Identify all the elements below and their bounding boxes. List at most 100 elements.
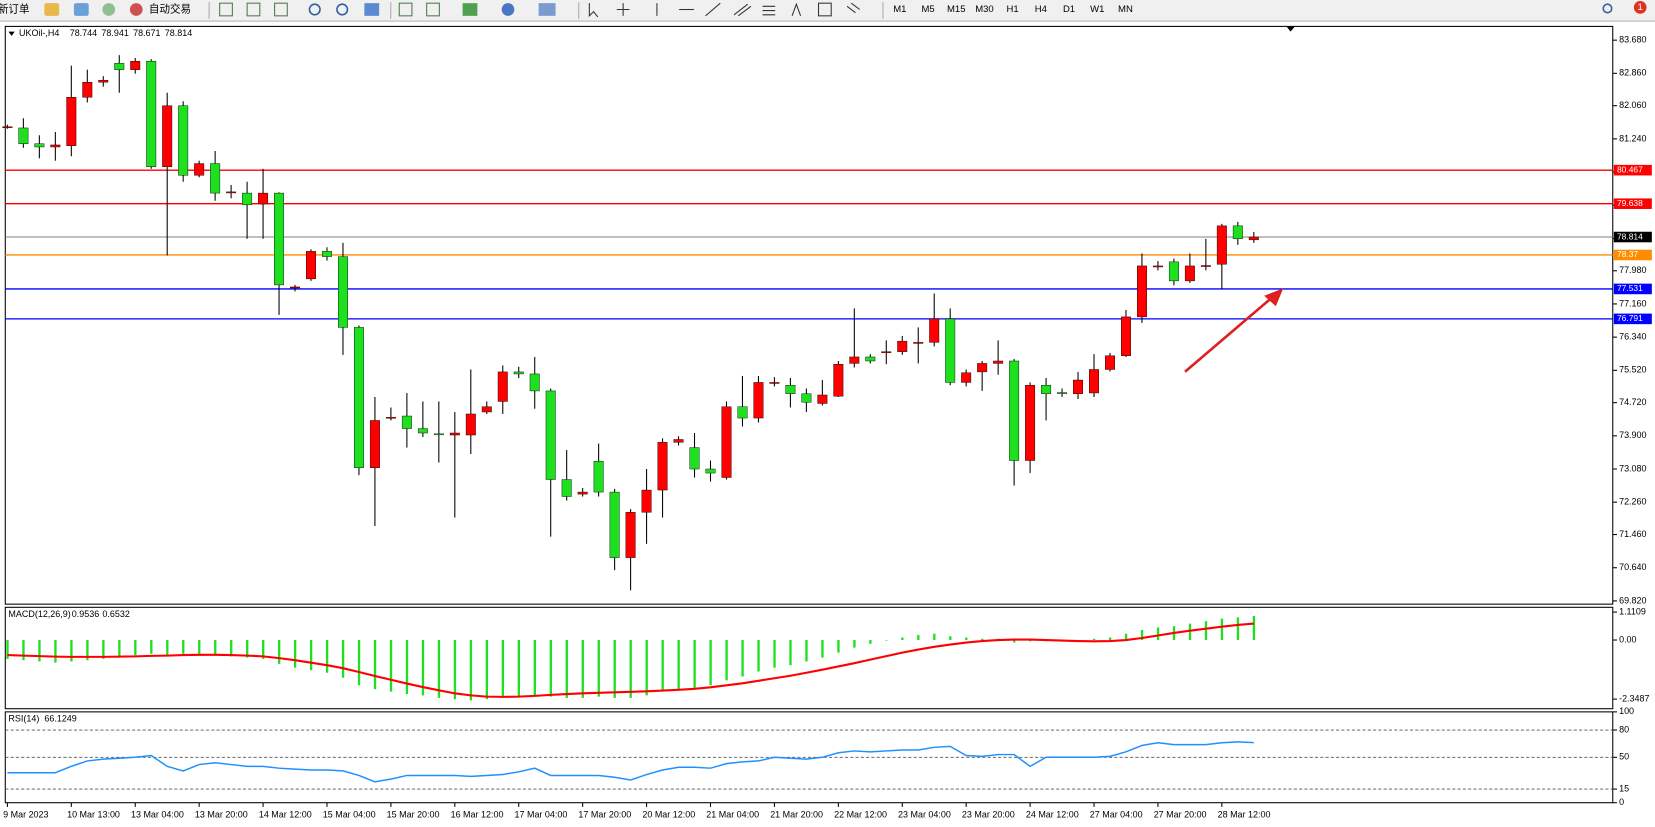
auto-trade-button[interactable]: 自动交易 bbox=[149, 2, 191, 15]
icon[interactable] bbox=[398, 2, 413, 17]
candle-body bbox=[401, 415, 412, 429]
macd-bar bbox=[597, 640, 600, 697]
macd-bar bbox=[917, 634, 920, 641]
macd-bar bbox=[437, 640, 441, 698]
macd-bar bbox=[86, 640, 89, 661]
candle-body bbox=[146, 60, 157, 168]
candle-body bbox=[1200, 265, 1211, 267]
notification-count[interactable]: 1 bbox=[1638, 2, 1643, 13]
candle-body bbox=[1232, 225, 1243, 240]
timeframe-button[interactable]: W1 bbox=[1090, 4, 1104, 15]
candle-body bbox=[417, 428, 428, 434]
fibo-icon[interactable] bbox=[762, 5, 776, 16]
macd-bar bbox=[246, 640, 249, 658]
timeframe-button[interactable]: M1 bbox=[893, 4, 906, 15]
timeframe-button[interactable]: M15 bbox=[947, 4, 965, 15]
candle-body bbox=[737, 406, 748, 419]
timeframe-button[interactable]: M5 bbox=[921, 4, 934, 15]
new-order-button[interactable]: 新订单 bbox=[0, 2, 30, 15]
icon[interactable] bbox=[501, 3, 515, 16]
macd-bar bbox=[1188, 623, 1192, 641]
candle-body bbox=[242, 192, 253, 206]
annotation-arrowhead bbox=[1264, 288, 1284, 307]
candle-body bbox=[497, 371, 508, 402]
macd-bar bbox=[693, 640, 696, 688]
crosshair-icon[interactable] bbox=[616, 3, 630, 16]
ohlc-label: 78.814 bbox=[165, 28, 192, 38]
timeframe-button[interactable]: H1 bbox=[1007, 4, 1019, 15]
macd-bar bbox=[613, 640, 616, 698]
icon[interactable] bbox=[102, 3, 116, 16]
x-tick-label: 9 Mar 2023 bbox=[3, 810, 48, 820]
icon[interactable] bbox=[274, 2, 288, 17]
label-icon[interactable] bbox=[817, 2, 832, 17]
macd-bar bbox=[773, 640, 776, 668]
candle-body bbox=[226, 191, 237, 194]
candle-body bbox=[258, 192, 269, 205]
icon[interactable] bbox=[44, 3, 60, 16]
x-tick-label: 14 Mar 12:00 bbox=[259, 810, 312, 820]
icon[interactable] bbox=[219, 2, 233, 17]
icon[interactable] bbox=[73, 3, 89, 16]
macd-bar bbox=[1156, 627, 1160, 641]
arrows-icon[interactable] bbox=[846, 2, 861, 14]
macd-bar bbox=[821, 640, 824, 658]
icon[interactable] bbox=[364, 3, 380, 16]
candle-body bbox=[833, 364, 844, 397]
macd-bar bbox=[885, 640, 888, 641]
notification-badge[interactable] bbox=[1633, 1, 1647, 14]
candle-body bbox=[18, 127, 29, 144]
x-tick-label: 28 Mar 12:00 bbox=[1218, 810, 1271, 820]
timeframe-button[interactable]: M30 bbox=[975, 4, 993, 15]
macd-bar bbox=[981, 638, 984, 641]
x-tick-label: 15 Mar 20:00 bbox=[387, 810, 440, 820]
timeframe-button[interactable]: MN bbox=[1118, 4, 1133, 15]
x-tick-label: 15 Mar 04:00 bbox=[323, 810, 376, 820]
candle-body bbox=[274, 192, 285, 286]
cursor-icon[interactable] bbox=[588, 3, 599, 18]
trendline-icon[interactable] bbox=[705, 2, 721, 17]
search-icon[interactable] bbox=[1602, 3, 1613, 14]
macd-bar bbox=[725, 640, 728, 681]
macd-bar bbox=[709, 640, 712, 686]
macd-bar bbox=[549, 640, 552, 697]
candle-body bbox=[801, 393, 812, 403]
candle-body bbox=[625, 512, 636, 558]
timeframe-button[interactable]: D1 bbox=[1063, 4, 1075, 15]
auto-trade-icon[interactable] bbox=[129, 3, 143, 16]
y-tick-label: 83.680 bbox=[1619, 35, 1646, 45]
y-tick-label: 73.900 bbox=[1619, 430, 1646, 440]
zoom-out-icon[interactable] bbox=[336, 3, 349, 16]
y-tick-label: 0 bbox=[1619, 797, 1624, 807]
y-tick-label: 69.820 bbox=[1619, 595, 1646, 605]
price-level-label: 76.791 bbox=[1617, 313, 1643, 323]
icon[interactable] bbox=[462, 3, 478, 16]
macd-bar bbox=[22, 640, 25, 661]
icon[interactable] bbox=[426, 2, 440, 17]
candle-body bbox=[353, 327, 364, 469]
icon[interactable] bbox=[246, 2, 261, 17]
candle-body bbox=[130, 60, 141, 70]
x-tick-label: 23 Mar 20:00 bbox=[962, 810, 1015, 820]
x-tick-label: 27 Mar 04:00 bbox=[1090, 810, 1143, 820]
candle-body bbox=[1009, 360, 1020, 461]
y-tick-label: 70.640 bbox=[1619, 562, 1646, 572]
candle-body bbox=[657, 442, 668, 491]
x-tick-label: 17 Mar 20:00 bbox=[578, 810, 631, 820]
macd-bar bbox=[949, 636, 952, 641]
timeframe-button[interactable]: H4 bbox=[1035, 4, 1047, 15]
macd-bar bbox=[38, 640, 41, 662]
candle-body bbox=[34, 143, 45, 148]
channel-icon[interactable] bbox=[733, 3, 752, 17]
macd-bar bbox=[325, 640, 329, 673]
header-marker bbox=[8, 31, 15, 36]
macd-bar bbox=[661, 640, 664, 692]
icon[interactable] bbox=[538, 3, 556, 16]
text-icon[interactable] bbox=[791, 2, 802, 17]
macd-bar bbox=[230, 640, 233, 657]
candle-body bbox=[2, 126, 13, 129]
symbol-label: UKOil-,H4 bbox=[19, 28, 59, 38]
candle-body bbox=[1248, 236, 1259, 241]
zoom-in-icon[interactable] bbox=[308, 3, 321, 16]
